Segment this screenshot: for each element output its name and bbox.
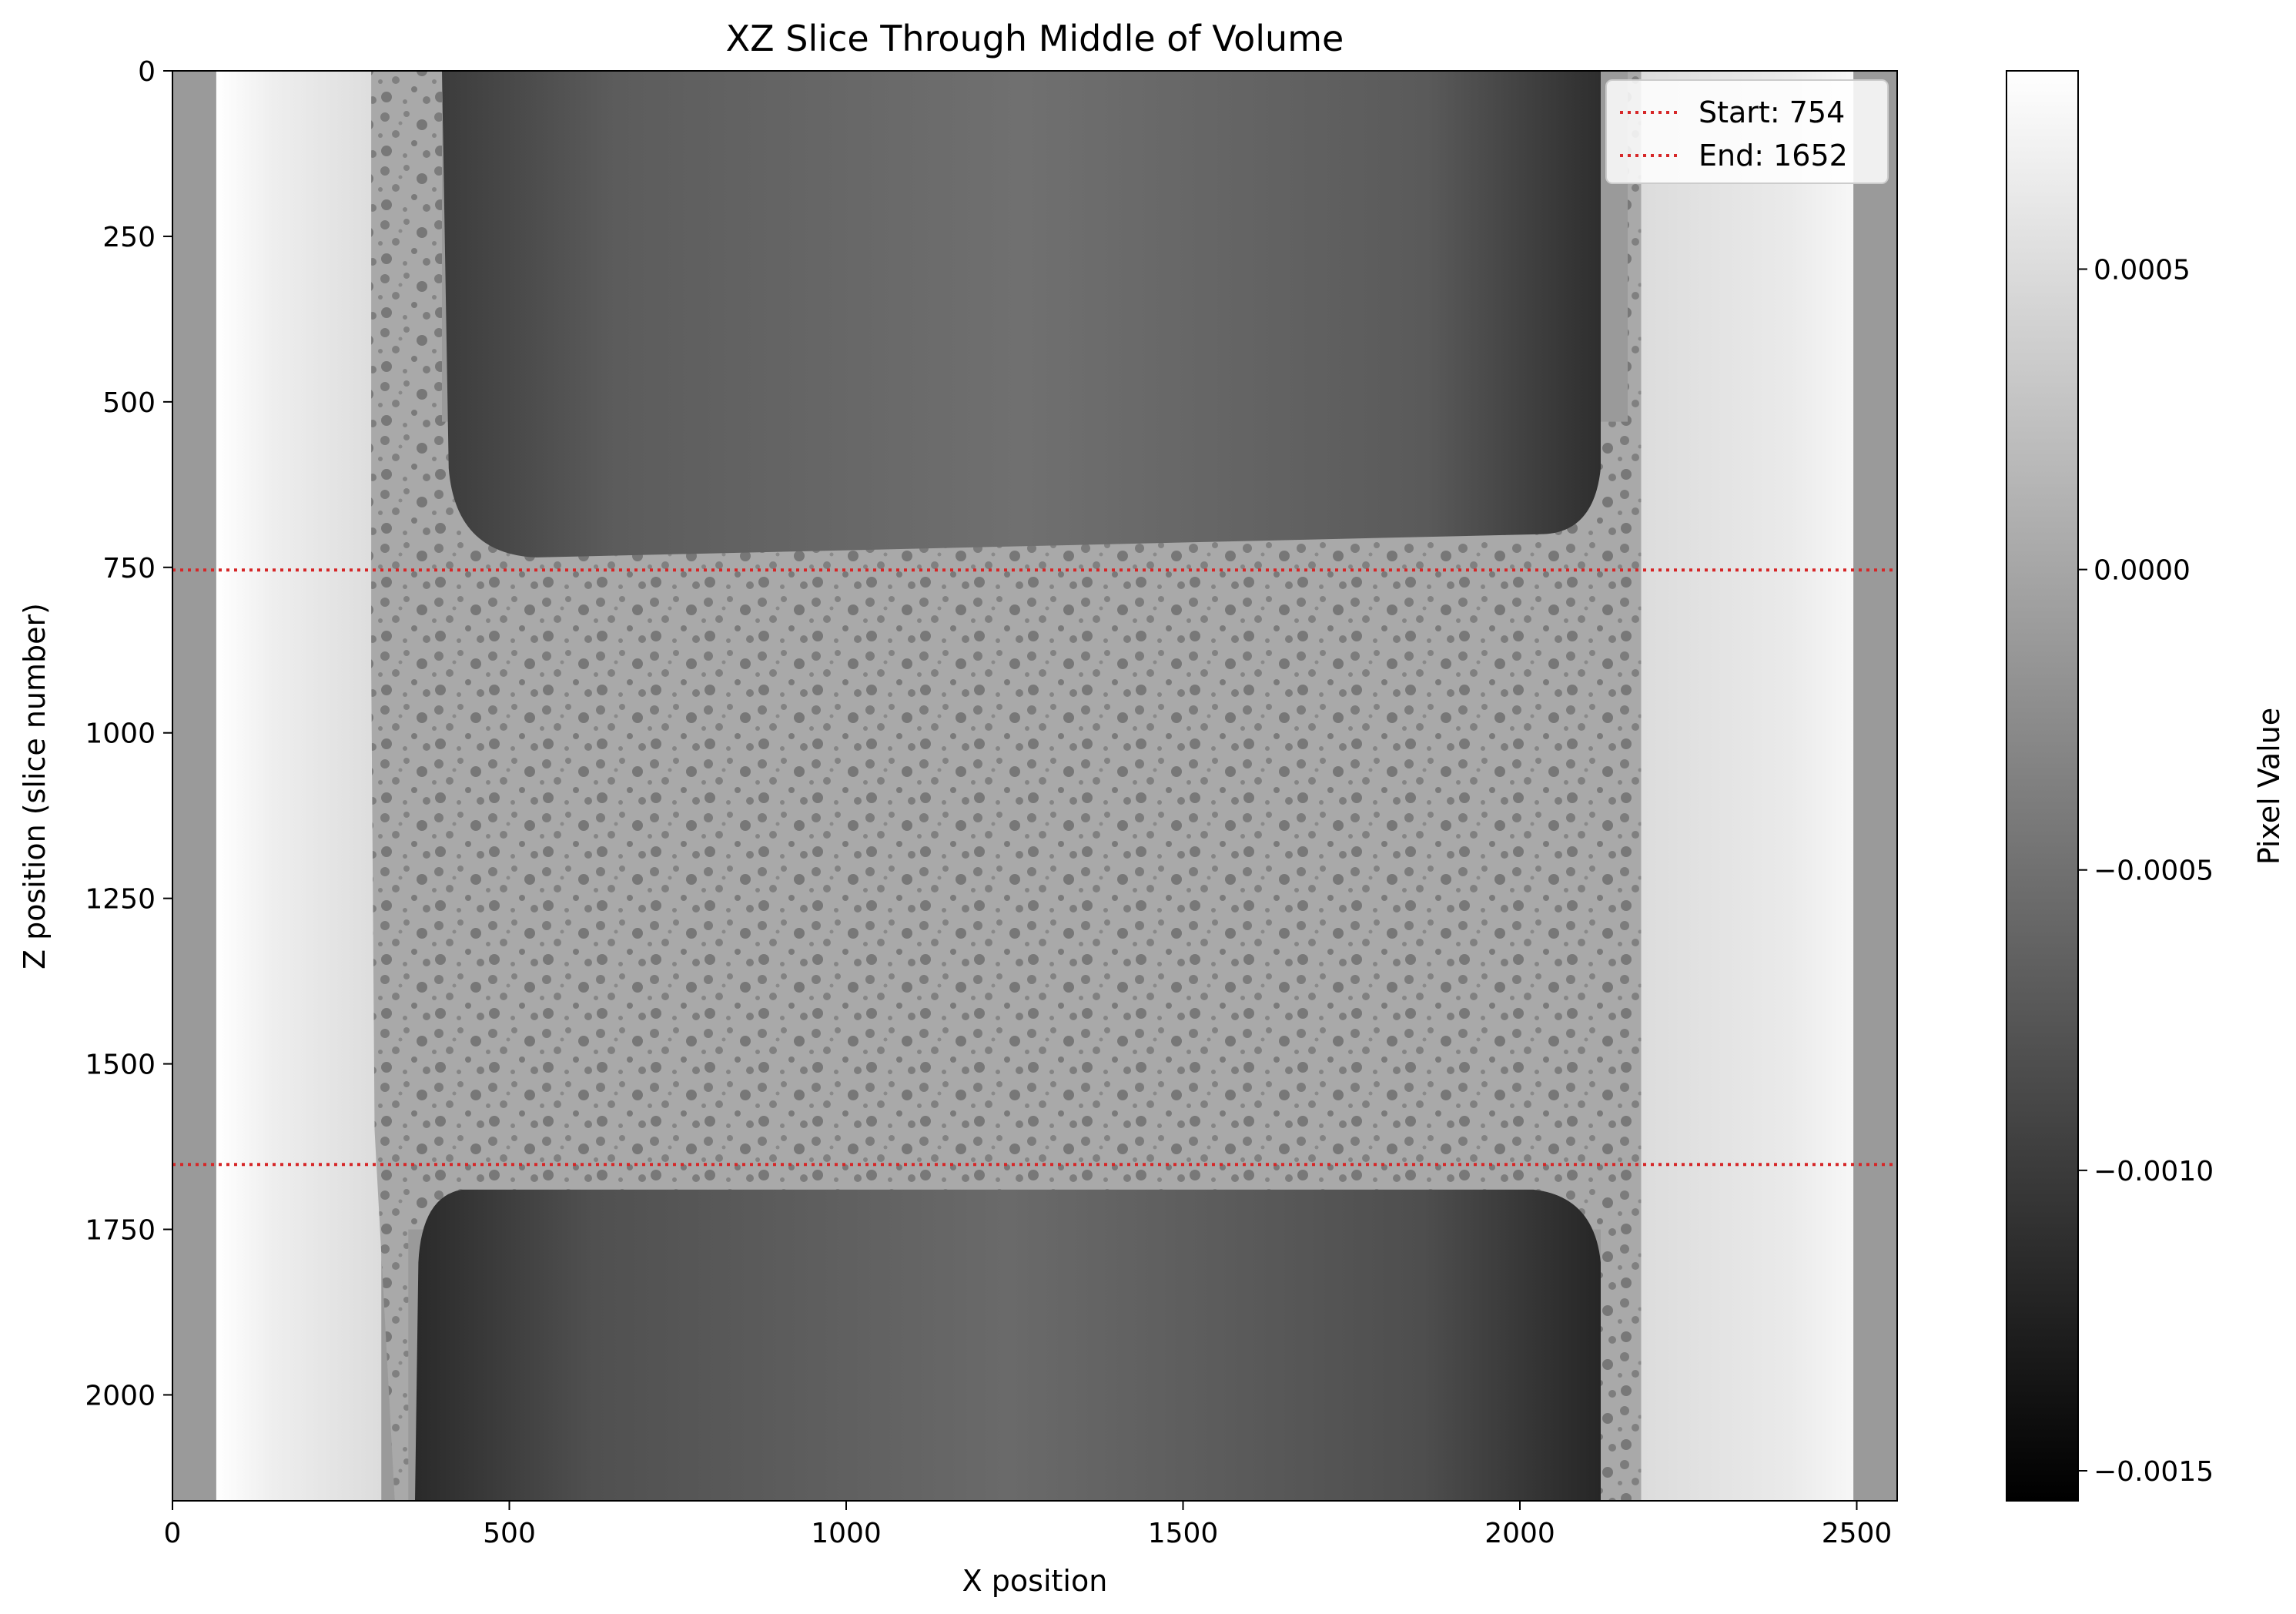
x-tick-label: 500 [483, 1518, 536, 1549]
right-wall [1641, 71, 1854, 1501]
y-tick-label: 750 [102, 553, 156, 584]
x-tick-label: 2000 [1484, 1518, 1555, 1549]
x-axis-label: X position [962, 1564, 1108, 1598]
threshold-lines [172, 568, 1897, 1167]
y-axis-ticks: 0 250 500 750 1000 1250 1500 1750 2000 [85, 56, 172, 1411]
chart-title: XZ Slice Through Middle of Volume [726, 18, 1344, 59]
x-tick-label: 1500 [1148, 1518, 1219, 1549]
colorbar-gradient [2006, 70, 2079, 1502]
colorbar-tick-label: 0.0000 [2094, 555, 2191, 587]
colorbar-tick-label: 0.0005 [2094, 254, 2191, 286]
legend-entry: Start: 754 [1699, 95, 1845, 129]
legend: Start: 754 End: 1652 [1605, 79, 1889, 184]
y-tick-label: 250 [102, 222, 156, 253]
y-tick-label: 1250 [85, 884, 156, 916]
colorbar-tick-label: −0.0015 [2094, 1456, 2214, 1488]
x-axis-ticks: 0 500 1000 1500 2000 2500 [164, 1501, 1893, 1549]
y-tick-label: 1500 [85, 1050, 156, 1081]
x-tick-label: 0 [164, 1518, 182, 1549]
left-wall [216, 71, 382, 1501]
x-tick-label: 2500 [1822, 1518, 1893, 1549]
y-axis-label: Z position (slice number) [18, 603, 52, 969]
colorbar-tick-label: −0.0010 [2094, 1156, 2214, 1187]
slice-image [172, 71, 1897, 1501]
x-tick-label: 1000 [811, 1518, 882, 1549]
colorbar-label: Pixel Value [2252, 708, 2286, 865]
legend-box [1605, 79, 1889, 184]
legend-entry: End: 1652 [1699, 139, 1848, 172]
plot-frame [172, 70, 1898, 1502]
colorbar: 0.0005 0.0000 −0.0005 −0.0010 −0.0015 [2006, 70, 2214, 1502]
y-tick-label: 1750 [85, 1215, 156, 1247]
lower-cavity [415, 1189, 1601, 1501]
y-tick-label: 0 [138, 56, 156, 88]
colorbar-tick-label: −0.0005 [2094, 856, 2214, 887]
upper-cavity [442, 71, 1601, 558]
y-tick-label: 2000 [85, 1380, 156, 1411]
y-tick-label: 1000 [85, 718, 156, 750]
y-tick-label: 500 [102, 387, 156, 419]
